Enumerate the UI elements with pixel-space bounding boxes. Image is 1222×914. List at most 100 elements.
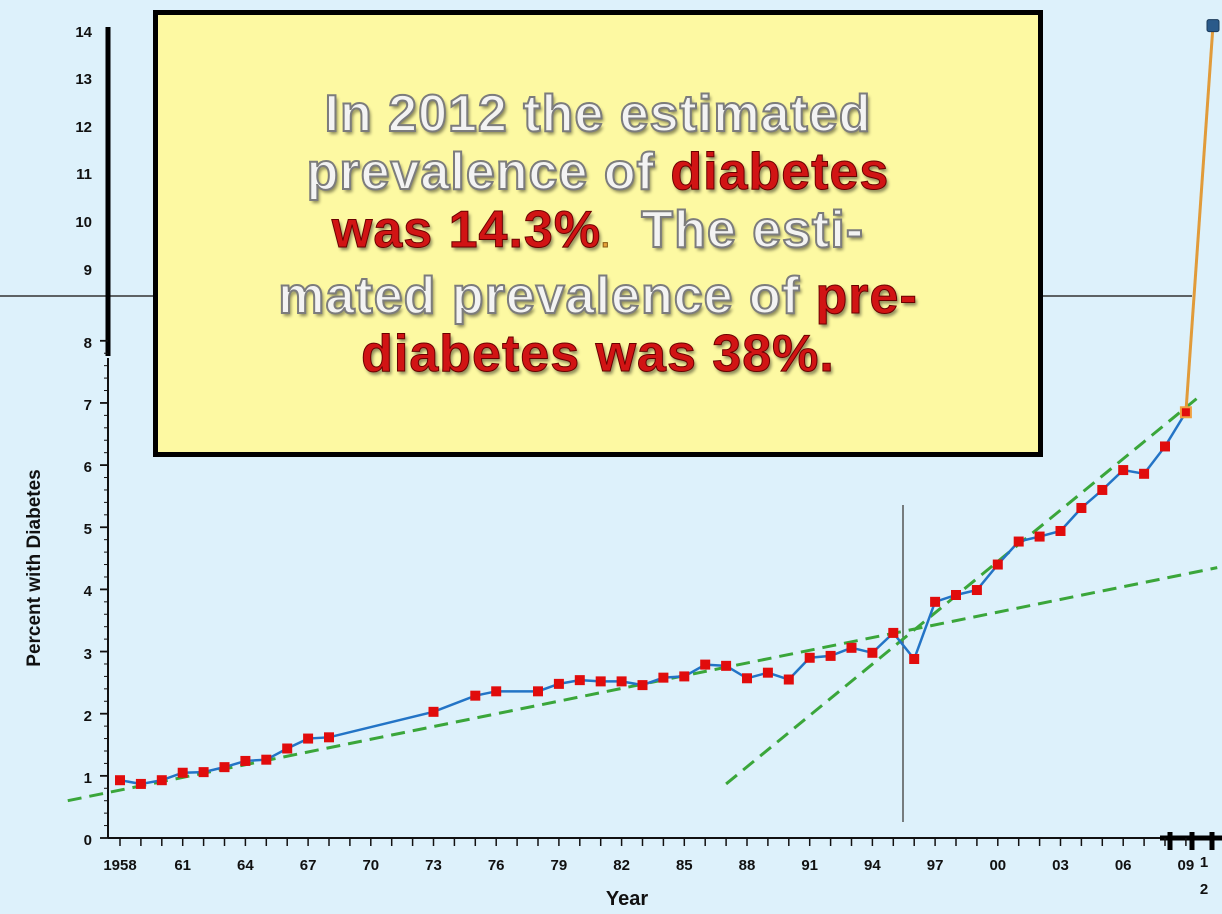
data-point	[971, 585, 982, 596]
x-tick-label: 09	[1178, 857, 1195, 874]
x-tick-label: 97	[927, 857, 944, 874]
data-point	[574, 675, 585, 686]
data-point	[324, 732, 334, 743]
callout-text-segment: diabetes was 38%.	[361, 324, 835, 383]
data-point	[1118, 465, 1129, 476]
data-point	[742, 673, 752, 684]
data-point	[930, 596, 941, 607]
callout-text-segment: The esti-	[610, 200, 865, 260]
y-tick-label: 4	[84, 583, 93, 600]
data-point	[804, 652, 815, 663]
callout-text-segment: was 14.3%	[331, 200, 602, 259]
y-tick-label: 10	[75, 214, 92, 231]
data-point	[282, 743, 293, 754]
x-tick-label: 94	[864, 857, 881, 874]
callout-text-segment: pre-	[815, 266, 918, 325]
x-tick-label: 67	[300, 857, 317, 874]
x-tick-label: 1958	[103, 857, 136, 874]
callout-text-segment: mated prevalence of	[277, 266, 816, 326]
data-point	[992, 559, 1003, 570]
data-point	[470, 690, 481, 701]
callout-line: diabetes was 38%.	[361, 324, 835, 383]
data-point	[888, 627, 899, 638]
data-point	[1034, 531, 1045, 542]
y-tick-label: 0	[84, 832, 92, 849]
data-point	[616, 676, 627, 687]
y-tick-label: 11	[76, 166, 92, 183]
y-tick-label: 9	[84, 262, 92, 279]
data-point	[846, 642, 857, 653]
y-tick-label: 14	[75, 24, 92, 41]
callout-text-segment: prevalence of	[306, 142, 671, 202]
annotation-callout: In 2012 the estimated prevalence of diabe…	[153, 10, 1043, 457]
data-point	[762, 667, 773, 678]
callout-text-segment: .	[601, 220, 611, 254]
data-point-2009	[1179, 406, 1192, 419]
x-tick-label: 73	[425, 857, 442, 874]
x-tick-label: 76	[488, 857, 505, 874]
data-point	[240, 755, 251, 766]
data-point	[1055, 525, 1066, 536]
x-tick-label: 61	[174, 857, 191, 874]
trend-line	[67, 566, 1218, 803]
data-point	[909, 654, 920, 665]
data-point	[303, 733, 314, 744]
x-tick-label: 79	[551, 857, 568, 874]
data-point	[679, 671, 690, 682]
callout-line: prevalence of diabetes	[306, 142, 890, 202]
data-point	[261, 754, 272, 765]
y-tick-label: 8	[84, 335, 92, 352]
x-tick-label: 85	[676, 857, 693, 874]
projection-line-2012	[1184, 25, 1215, 413]
data-point	[867, 647, 878, 658]
x-tick-label: 82	[613, 857, 630, 874]
y-tick-label: 7	[84, 397, 92, 414]
data-point	[825, 650, 836, 661]
data-point	[1013, 536, 1024, 547]
y-tick-label: 1	[84, 770, 92, 787]
data-point	[595, 676, 606, 687]
data-point-2012	[1206, 19, 1220, 33]
x-tick-label: 00	[989, 857, 1006, 874]
data-point	[428, 706, 439, 717]
y-tick-label: 6	[84, 459, 92, 476]
callout-line: was 14.3%. The esti-	[331, 200, 865, 267]
data-point	[156, 775, 167, 786]
data-point	[491, 686, 502, 697]
data-point	[721, 660, 732, 671]
trend-line	[725, 394, 1202, 786]
y-axis-label: Percent with Diabetes	[24, 469, 45, 666]
x-tick-label: 88	[739, 857, 756, 874]
x-tick-label-2012-part1: 1	[1200, 854, 1208, 871]
x-tick-label: 64	[237, 857, 254, 874]
data-point	[553, 678, 564, 689]
x-tick-label: 70	[362, 857, 379, 874]
x-axis-label: Year	[606, 888, 648, 909]
callout-line: mated prevalence of pre-	[277, 266, 918, 326]
data-point	[115, 775, 125, 786]
data-point	[1139, 468, 1150, 479]
y-tick-label: 13	[75, 71, 92, 88]
data-point	[1160, 441, 1170, 452]
callout-line: In 2012 the estimated	[324, 84, 872, 144]
callout-text-segment: In 2012 the estimated	[324, 84, 872, 144]
x-tick-label-2012-part2: 2	[1200, 881, 1208, 898]
data-point	[637, 680, 648, 691]
data-point	[533, 686, 543, 697]
data-point	[177, 767, 188, 778]
callout-text-segment: diabetes	[670, 142, 890, 201]
y-tick-label: 2	[84, 708, 92, 725]
y-tick-label: 3	[84, 646, 92, 663]
data-point	[1097, 484, 1108, 495]
data-point	[658, 672, 669, 683]
data-point	[135, 778, 146, 789]
x-tick-label: 91	[801, 857, 818, 874]
y-tick-label: 5	[84, 521, 92, 538]
y-tick-label: 12	[75, 119, 92, 136]
data-point	[198, 767, 209, 778]
data-point	[219, 762, 230, 773]
data-point	[951, 589, 961, 600]
data-point	[1076, 502, 1087, 513]
